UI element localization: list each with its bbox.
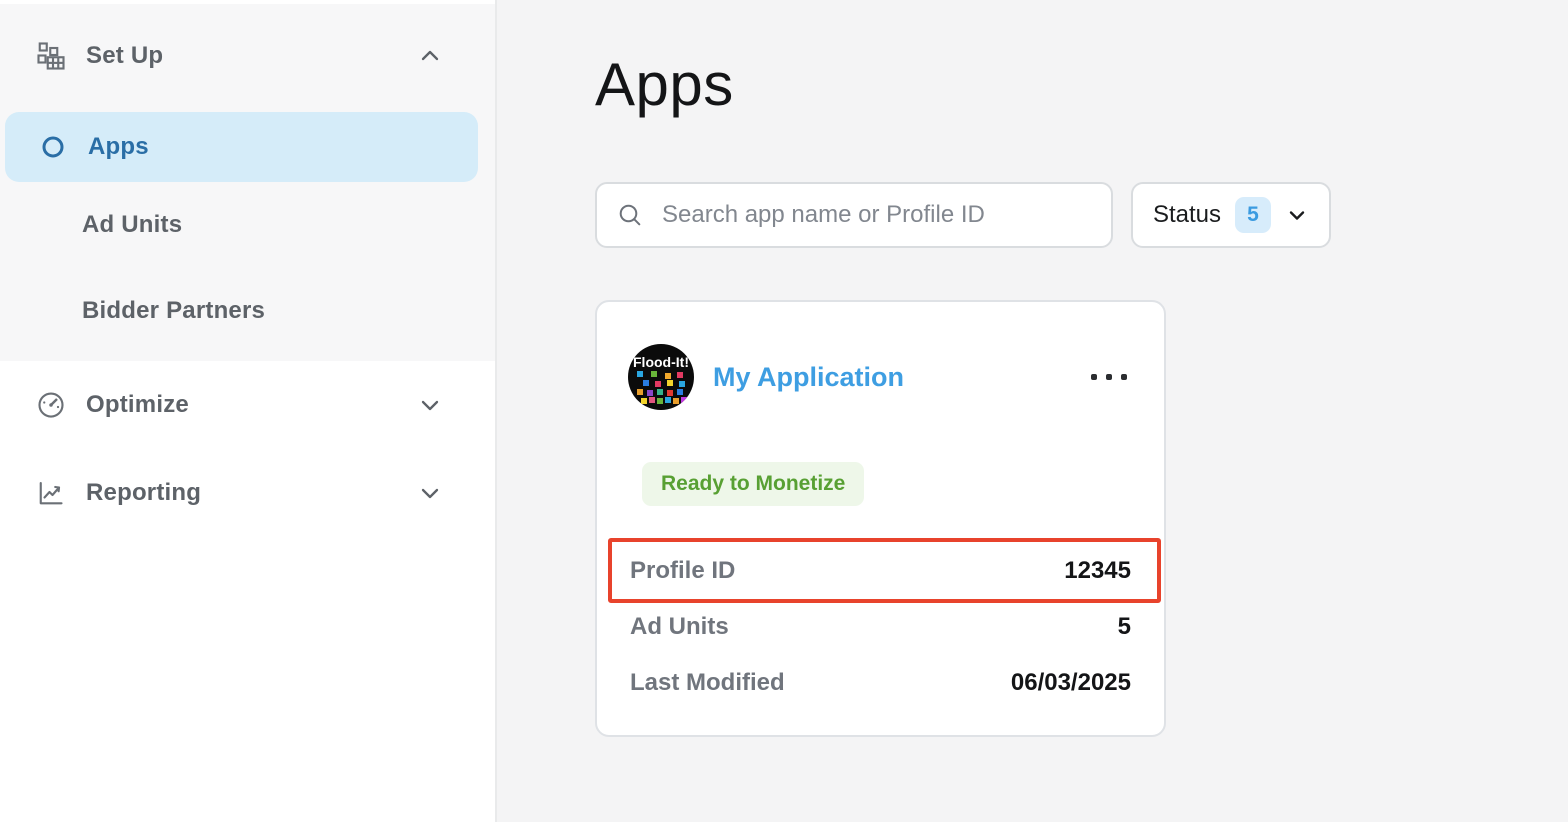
sidebar-item-bidder-partners[interactable]: Bidder Partners <box>0 268 495 354</box>
sidebar-item-reporting[interactable]: Reporting <box>0 457 495 529</box>
app-name-link[interactable]: My Application <box>713 361 905 392</box>
field-label: Ad Units <box>630 613 729 640</box>
sidebar-item-label: Apps <box>88 133 149 160</box>
ad-units-row: Ad Units 5 <box>630 612 1131 642</box>
avatar-label: Flood-It! <box>633 354 689 370</box>
avatar-pixel-art <box>637 371 643 377</box>
app-card: Flood-It! My Application Ready to Moneti… <box>595 300 1166 737</box>
field-label: Profile ID <box>630 557 736 584</box>
status-filter-label: Status <box>1152 201 1222 228</box>
grid-squares-icon <box>36 41 66 71</box>
line-chart-icon <box>36 478 66 508</box>
app-avatar: Flood-It! <box>628 344 694 410</box>
gauge-icon <box>36 390 66 420</box>
profile-id-row: Profile ID 12345 <box>630 556 1131 586</box>
page-title: Apps <box>595 51 734 118</box>
circle-icon <box>38 132 68 162</box>
sidebar-item-set-up[interactable]: Set Up <box>0 4 495 104</box>
ellipsis-dot <box>1106 374 1112 380</box>
last-modified-row: Last Modified 06/03/2025 <box>630 668 1131 698</box>
sidebar: Set Up Apps Ad Units Bidder Partners <box>0 0 497 822</box>
field-value: 06/03/2025 <box>1010 669 1131 696</box>
sidebar-item-label: Ad Units <box>82 211 183 238</box>
app-card-header: Flood-It! My Application <box>628 344 1129 410</box>
card-menu-button[interactable] <box>1089 368 1129 386</box>
chevron-down-icon <box>1285 203 1309 227</box>
field-label: Last Modified <box>630 669 785 696</box>
ellipsis-dot <box>1121 374 1127 380</box>
search-input[interactable] <box>662 201 1091 229</box>
monetize-status-badge: Ready to Monetize <box>642 462 865 506</box>
search-icon <box>617 202 644 229</box>
status-count-badge: 5 <box>1235 197 1272 233</box>
sidebar-item-label: Reporting <box>86 479 202 506</box>
search-box[interactable] <box>595 182 1113 248</box>
chevron-down-icon <box>417 480 443 506</box>
ellipsis-dot <box>1091 374 1097 380</box>
chevron-up-icon <box>417 43 443 69</box>
chevron-down-icon <box>417 392 443 418</box>
sidebar-item-ad-units[interactable]: Ad Units <box>0 182 495 268</box>
status-filter-button[interactable]: Status 5 <box>1131 182 1331 248</box>
field-value: 5 <box>1117 613 1131 640</box>
sidebar-setup-section: Set Up Apps Ad Units Bidder Partners <box>0 4 495 361</box>
sidebar-item-optimize[interactable]: Optimize <box>0 369 495 441</box>
field-value: 12345 <box>1064 557 1131 584</box>
sidebar-item-apps[interactable]: Apps <box>5 112 478 182</box>
main-content: Apps Status 5 Flood-It! My Application <box>499 0 1568 822</box>
sidebar-item-label: Optimize <box>86 391 189 418</box>
sidebar-item-label: Set Up <box>86 42 164 69</box>
sidebar-item-label: Bidder Partners <box>82 297 266 324</box>
